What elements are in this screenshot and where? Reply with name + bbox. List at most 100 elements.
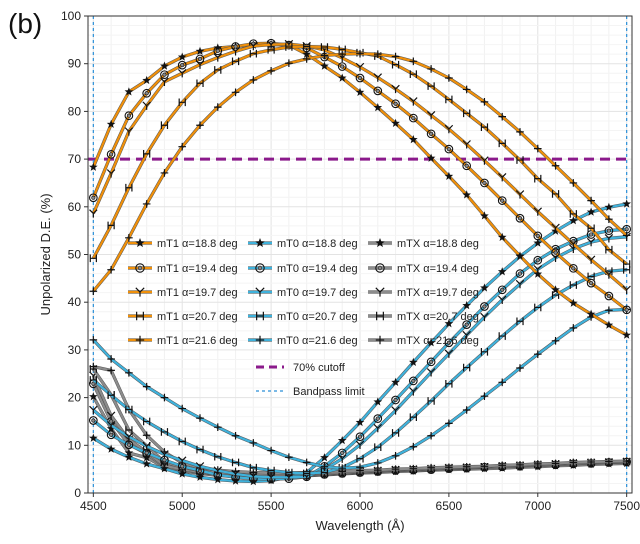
data-point xyxy=(196,121,204,130)
data-point xyxy=(88,193,98,203)
data-point xyxy=(124,111,134,121)
data-point xyxy=(178,404,187,413)
data-point xyxy=(569,458,578,467)
data-point xyxy=(480,462,489,471)
data-point-core xyxy=(482,180,487,185)
data-point-core xyxy=(375,88,380,93)
data-point-core xyxy=(340,450,345,455)
data-point xyxy=(426,110,436,120)
data-point xyxy=(605,245,613,254)
data-point xyxy=(569,210,577,218)
data-point xyxy=(569,298,578,307)
data-point xyxy=(89,405,98,415)
data-point xyxy=(586,255,596,264)
data-point xyxy=(604,202,614,211)
data-point xyxy=(355,417,365,427)
legend-entry: mT1 α=19.7 deg xyxy=(157,287,238,299)
data-point xyxy=(143,417,151,426)
data-point xyxy=(213,423,222,431)
series-mt1-plus xyxy=(89,49,631,296)
data-point xyxy=(463,109,471,118)
y-axis-label: Unpolarized D.E. (%) xyxy=(38,193,53,315)
data-point xyxy=(569,216,578,225)
y-tick-label: 40 xyxy=(68,295,82,309)
data-point xyxy=(586,278,596,288)
data-point xyxy=(135,287,145,297)
data-point xyxy=(373,397,383,406)
data-point-core xyxy=(446,147,451,152)
data-point xyxy=(285,43,293,51)
data-point xyxy=(409,357,418,366)
data-point xyxy=(515,213,525,223)
data-point xyxy=(106,411,116,420)
data-point xyxy=(160,121,169,130)
data-point xyxy=(480,123,489,131)
series-mt1-y xyxy=(89,39,631,294)
legend-entry: mT0 α=20.7 deg xyxy=(277,311,358,323)
data-point xyxy=(89,287,98,296)
data-point xyxy=(622,305,632,315)
data-point xyxy=(480,178,489,188)
y-tick-label: 30 xyxy=(68,343,82,357)
data-point xyxy=(267,67,275,75)
data-point-core xyxy=(357,434,363,439)
data-point xyxy=(135,335,145,345)
data-point xyxy=(427,397,435,405)
data-point xyxy=(231,431,240,440)
data-point xyxy=(427,82,435,90)
data-point xyxy=(195,462,205,471)
series-mt0-circle xyxy=(88,224,632,484)
data-point xyxy=(533,255,543,265)
data-point xyxy=(136,311,144,321)
data-point xyxy=(605,215,613,224)
data-point-core xyxy=(109,432,114,437)
data-point xyxy=(107,221,115,230)
data-point xyxy=(408,113,418,123)
data-point xyxy=(391,451,400,460)
data-point xyxy=(160,70,169,80)
data-point xyxy=(160,393,169,402)
data-point xyxy=(444,349,454,358)
data-point xyxy=(256,311,264,321)
data-point xyxy=(533,207,543,216)
data-point xyxy=(498,378,507,387)
data-point xyxy=(125,426,133,434)
data-point xyxy=(444,171,454,180)
data-point xyxy=(444,124,454,134)
data-point xyxy=(375,335,385,345)
data-point xyxy=(195,60,205,69)
data-point xyxy=(480,283,489,292)
data-point xyxy=(373,73,383,82)
data-point xyxy=(375,237,385,248)
data-point xyxy=(462,161,472,171)
legend-entry: mT1 α=20.7 deg xyxy=(157,311,238,323)
data-point xyxy=(462,140,471,149)
data-point xyxy=(622,457,631,465)
data-point xyxy=(231,57,240,66)
data-point xyxy=(213,466,223,475)
data-point xyxy=(303,42,311,51)
data-point xyxy=(516,317,524,326)
data-point xyxy=(409,57,418,66)
data-point xyxy=(89,336,98,344)
data-point xyxy=(587,224,595,233)
data-point xyxy=(551,223,560,232)
data-point xyxy=(195,46,205,55)
data-point xyxy=(391,60,400,69)
data-point xyxy=(375,263,385,273)
data-point xyxy=(320,453,329,462)
data-point xyxy=(178,98,186,107)
data-point xyxy=(569,179,578,187)
data-point xyxy=(445,95,453,104)
data-point xyxy=(409,97,418,106)
data-point-core xyxy=(377,265,383,271)
data-point xyxy=(124,448,134,457)
data-point xyxy=(124,87,134,96)
data-point-core xyxy=(257,265,263,271)
data-point xyxy=(89,433,98,442)
data-point xyxy=(356,463,364,472)
data-point xyxy=(320,462,329,471)
data-point xyxy=(89,376,97,384)
data-point xyxy=(107,391,115,400)
data-point xyxy=(135,263,145,273)
